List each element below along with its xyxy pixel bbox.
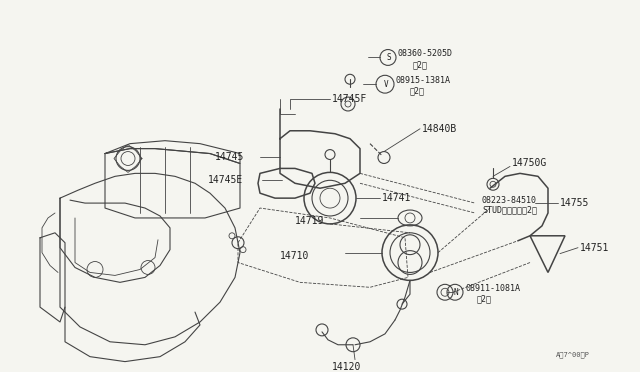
Text: V: V: [384, 80, 388, 89]
Text: 14750G: 14750G: [512, 158, 547, 169]
Text: （2）: （2）: [477, 295, 492, 304]
Text: 14751: 14751: [580, 243, 609, 253]
Text: 14755: 14755: [560, 198, 589, 208]
Text: N: N: [454, 288, 458, 297]
Text: 08360-5205D: 08360-5205D: [398, 49, 453, 58]
Text: 14120: 14120: [332, 362, 362, 372]
Text: 14741: 14741: [382, 193, 412, 203]
Text: 14745E: 14745E: [208, 175, 243, 185]
Text: 14745: 14745: [215, 151, 244, 161]
Text: （2）: （2）: [410, 87, 425, 96]
Text: （2）: （2）: [413, 60, 428, 69]
Text: 14719: 14719: [295, 216, 324, 226]
Text: S: S: [387, 53, 391, 62]
Text: 14840B: 14840B: [422, 124, 457, 134]
Text: 08915-1381A: 08915-1381A: [395, 76, 450, 85]
Text: 14745F: 14745F: [332, 94, 367, 104]
Text: STUDスタッド（2）: STUDスタッド（2）: [482, 205, 537, 215]
Text: 08223-84510: 08223-84510: [482, 196, 537, 205]
Text: 14710: 14710: [280, 251, 309, 261]
Text: A・7^00・P: A・7^00・P: [556, 352, 590, 358]
Text: 08911-1081A: 08911-1081A: [465, 284, 520, 293]
